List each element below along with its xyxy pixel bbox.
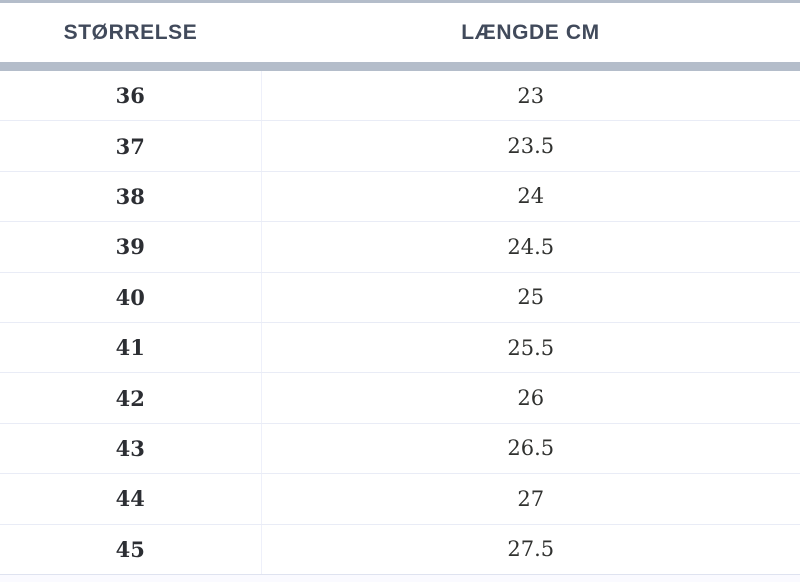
size-cell: 42 xyxy=(0,372,262,424)
table-body: 36 23 37 23.5 38 24 39 24.5 40 25 41 25.5 42 26 43 26.5… xyxy=(0,66,800,575)
table-row: 38 24 xyxy=(0,171,800,223)
table-header: STØRRELSE LÆNGDE CM xyxy=(0,1,800,71)
length-cm-cell: 23.5 xyxy=(261,120,800,172)
table-row: 45 27.5 xyxy=(0,524,800,575)
table-row: 36 23 xyxy=(0,66,800,122)
length-cm-cell: 23 xyxy=(261,66,800,122)
length-cm-cell: 26.5 xyxy=(261,423,800,475)
size-cell: 39 xyxy=(0,221,262,273)
size-cell: 43 xyxy=(0,423,262,475)
size-cell: 37 xyxy=(0,120,262,172)
length-cm-cell: 26 xyxy=(261,372,800,424)
length-cm-cell: 25.5 xyxy=(261,322,800,374)
table-row: 39 24.5 xyxy=(0,221,800,273)
table-row: 37 23.5 xyxy=(0,120,800,172)
table-row: 42 26 xyxy=(0,372,800,424)
length-cm-cell: 24 xyxy=(261,171,800,223)
table-row: 44 27 xyxy=(0,473,800,525)
size-cell: 38 xyxy=(0,171,262,223)
table-row: 43 26.5 xyxy=(0,423,800,475)
column-header-length-cm: LÆNGDE CM xyxy=(261,1,800,71)
length-cm-cell: 24.5 xyxy=(261,221,800,273)
length-cm-cell: 25 xyxy=(261,272,800,323)
size-cell: 36 xyxy=(0,66,262,122)
size-cell: 40 xyxy=(0,272,262,323)
length-cm-cell: 27 xyxy=(261,473,800,525)
column-header-size: STØRRELSE xyxy=(0,1,261,71)
header-row: STØRRELSE LÆNGDE CM xyxy=(0,1,800,71)
table-row: 41 25.5 xyxy=(0,322,800,374)
size-cell: 41 xyxy=(0,322,262,374)
table-row: 40 25 xyxy=(0,272,800,323)
length-cm-cell: 27.5 xyxy=(261,524,800,575)
size-cell: 44 xyxy=(0,473,262,525)
size-cell: 45 xyxy=(0,524,262,575)
